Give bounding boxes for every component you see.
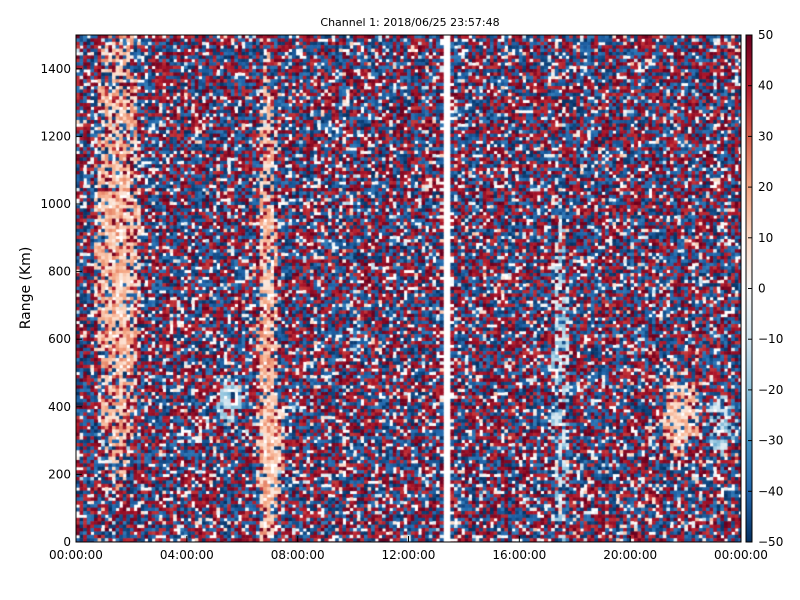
y-axis: 0 200 400 600 800 1000 1200 1400: [40, 62, 82, 549]
colorbar-tick-label: −10: [758, 332, 783, 346]
colorbar-tick-label: −20: [758, 383, 783, 397]
colorbar-tick-label: −50: [758, 535, 783, 549]
y-tick-label: 1400: [40, 62, 71, 76]
y-tick-label: 800: [48, 265, 71, 279]
heatmap-cells: [76, 35, 741, 542]
colorbar-tick-label: 40: [758, 79, 773, 93]
y-tick-label: 1200: [40, 129, 71, 143]
y-axis-label: Range (Km): [18, 247, 34, 330]
y-tick-label: 1000: [40, 197, 71, 211]
x-tick-label: 00:00:00: [49, 548, 103, 562]
colorbar-ticks: 50 40 30 20 10 0 −10 −20 −30 −40 −50: [748, 28, 783, 549]
colorbar-tick-label: 10: [758, 231, 773, 245]
colorbar-tick-label: 30: [758, 129, 773, 143]
colorbar-tick-label: 50: [758, 28, 773, 42]
y-tick-label: 600: [48, 332, 71, 346]
x-tick-label: 04:00:00: [160, 548, 214, 562]
x-tick-label: 20:00:00: [603, 548, 657, 562]
heatmap-cells-image: [76, 35, 741, 542]
colorbar-tick-label: −40: [758, 484, 783, 498]
x-tick-label: 08:00:00: [271, 548, 325, 562]
colorbar-tick-label: −30: [758, 434, 783, 448]
x-tick-label: 16:00:00: [492, 548, 546, 562]
x-axis: 00:00:00 04:00:00 08:00:00 12:00:00 16:00:00…: [49, 536, 768, 562]
y-tick-label: 400: [48, 400, 71, 414]
colorbar-tick-label: 0: [758, 282, 766, 296]
x-tick-label: 12:00:00: [382, 548, 436, 562]
colorbar-tick-label: 20: [758, 180, 773, 194]
chart-title: Channel 1: 2018/06/25 23:57:48: [320, 16, 499, 29]
x-tick-label: 00:00:00: [714, 548, 768, 562]
y-tick-label: 200: [48, 467, 71, 481]
y-tick-label: 0: [63, 535, 71, 549]
